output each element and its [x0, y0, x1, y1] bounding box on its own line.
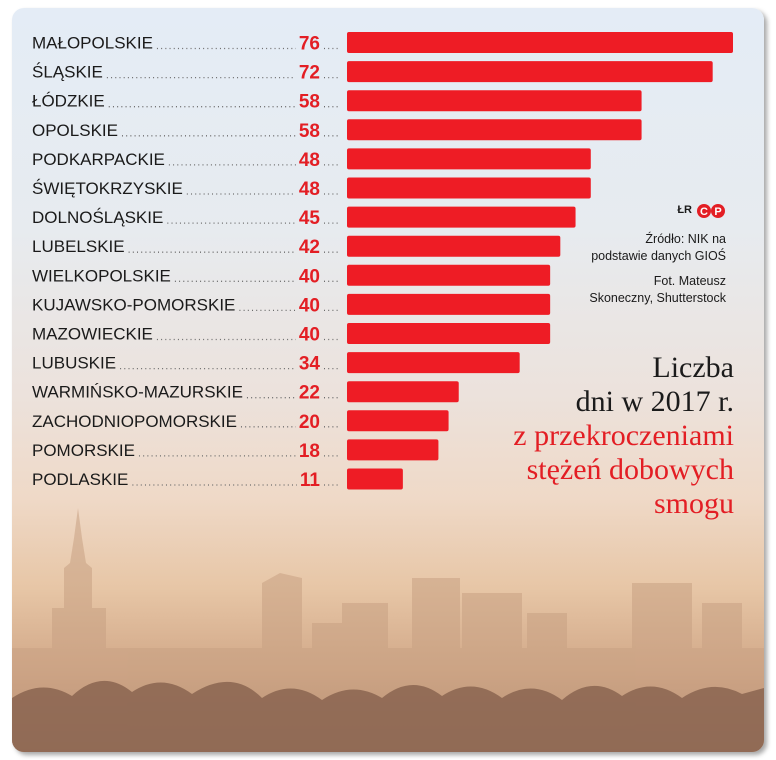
bar [347, 323, 551, 344]
bar [347, 352, 520, 374]
value-label: 34 [299, 354, 321, 375]
bar [347, 148, 591, 170]
category-label: ŚLĄSKIE [32, 63, 103, 82]
category-label: ZACHODNIOPOMORSKIE [32, 412, 237, 431]
value-label: 48 [299, 179, 320, 200]
value-label: 48 [299, 150, 320, 171]
value-label: 76 [299, 34, 320, 55]
credits-block: ŁR C P Źródło: NIK na podstawie danych G… [589, 202, 726, 307]
source-line: Źródło: NIK na [645, 232, 726, 246]
logo-text: ŁR [677, 204, 692, 216]
value-label: 11 [300, 470, 321, 491]
value-label: 42 [299, 237, 320, 258]
bar [347, 235, 561, 257]
bar [347, 177, 591, 199]
category-label: DOLNOŚLĄSKIE [32, 208, 163, 227]
value-label: 40 [299, 325, 320, 346]
bar [347, 206, 576, 228]
bar [347, 410, 449, 432]
bar [347, 32, 733, 53]
logo-row: ŁR C P [589, 202, 726, 219]
value-label: 22 [299, 383, 320, 404]
category-label: LUBUSKIE [32, 354, 116, 373]
title-line: Liczba [652, 351, 734, 384]
category-label: MAŁOPOLSKIE [32, 34, 153, 53]
photo-credit-line: Skoneczny, Shutterstock [589, 291, 726, 305]
svg-text:P: P [714, 206, 721, 218]
value-label: 45 [299, 208, 321, 229]
title-line: z przekroczeniami [513, 419, 734, 452]
value-label: 40 [299, 295, 320, 316]
bar [347, 90, 642, 112]
source-line: podstawie danych GIOŚ [591, 249, 726, 263]
category-label: WARMIŃSKO-MAZURSKIE [32, 383, 243, 402]
svg-text:C: C [700, 206, 708, 218]
photo-credit-line: Fot. Mateusz [653, 274, 726, 288]
value-label: 58 [299, 121, 320, 142]
category-label: OPOLSKIE [32, 121, 118, 140]
value-label: 40 [299, 266, 320, 287]
category-label: PODLASKIE [32, 470, 128, 489]
source-note: Źródło: NIK na podstawie danych GIOŚ [589, 231, 726, 265]
category-label: PODKARPACKIE [32, 150, 165, 169]
category-label: MAZOWIECKIE [32, 325, 153, 344]
bar [347, 119, 642, 141]
photo-credit: Fot. Mateusz Skoneczny, Shutterstock [589, 273, 726, 307]
title-line: dni w 2017 r. [575, 385, 734, 418]
title-line: stężeń dobowych [526, 453, 734, 486]
bar [347, 468, 403, 490]
city-skyline-background [12, 508, 764, 752]
bar [347, 264, 551, 286]
category-label: ŚWIĘTOKRZYSKIE [32, 179, 183, 198]
category-label: KUJAWSKO-POMORSKIE [32, 295, 235, 314]
value-label: 20 [299, 412, 320, 433]
value-label: 58 [299, 92, 320, 113]
title-line: smogu [653, 487, 734, 520]
value-label: 18 [299, 441, 320, 462]
bar-chart: 76 MAŁOPOLSKIE 72 ŚLĄSKIE 58 ŁÓDZKIE 58 OPOLSKI… [32, 32, 733, 491]
infographic-card: 76 MAŁOPOLSKIE 72 ŚLĄSKIE 58 ŁÓDZKIE 58 OPOLSKI… [12, 8, 764, 752]
chart-title: Liczba dni w 2017 r. z przekroczeniami s… [513, 351, 734, 521]
category-label: POMORSKIE [32, 441, 135, 460]
bar [347, 439, 439, 461]
category-label: ŁÓDZKIE [32, 92, 105, 111]
bar [347, 293, 551, 315]
bar [347, 381, 459, 403]
category-label: LUBELSKIE [32, 237, 125, 256]
value-label: 72 [299, 63, 320, 84]
category-label: WIELKOPOLSKIE [32, 266, 171, 285]
cp-logo-icon: C P [697, 203, 725, 218]
bar [347, 61, 713, 83]
